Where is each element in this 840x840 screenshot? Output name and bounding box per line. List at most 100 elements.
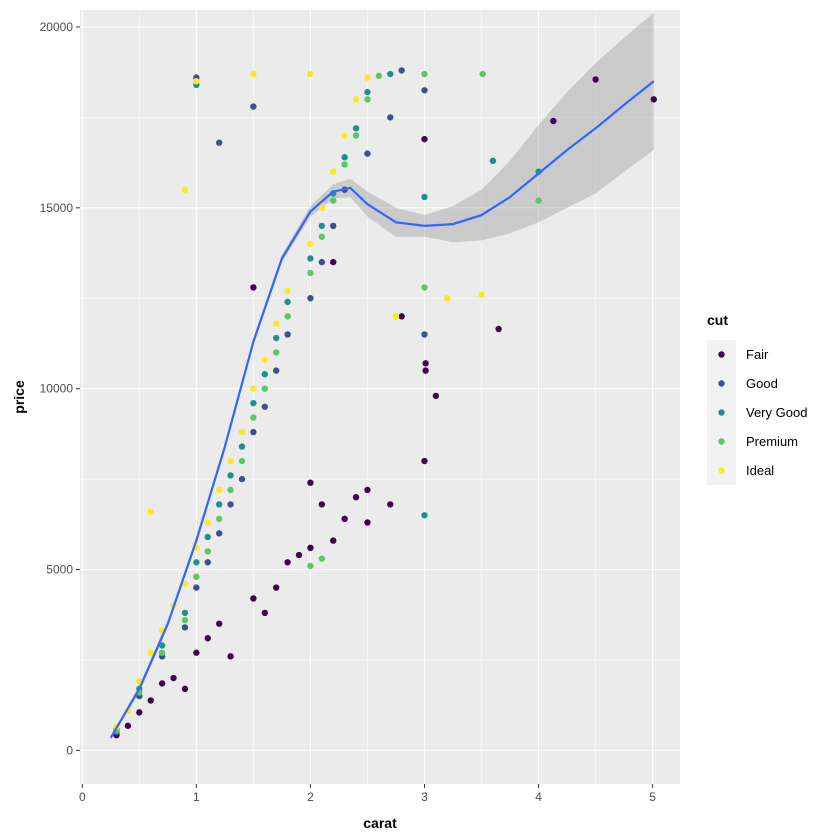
point-ideal [352,96,360,103]
x-axis-title: carat [363,815,397,831]
point-premium [318,555,326,562]
point-premium [158,649,166,656]
point-fair [307,479,314,486]
point-very-good [341,154,348,161]
point-ideal [227,457,234,465]
point-fair [592,76,599,83]
point-good [318,258,326,266]
point-very-good [421,512,428,519]
y-axis-title: price [11,380,27,414]
point-fair [341,515,348,523]
legend-label-very-good: Very Good [746,405,807,420]
point-good [272,367,280,374]
point-very-good [158,642,166,649]
point-good [421,331,428,338]
point-premium [284,313,291,320]
point-good [307,295,314,302]
y-tick-label: 15000 [40,201,74,215]
point-fair [124,722,132,729]
point-fair [307,544,314,552]
point-fair [432,392,440,400]
point-very-good [421,193,428,201]
point-premium [307,562,314,570]
point-good [204,559,211,566]
point-premium [272,349,280,356]
point-premium [238,457,246,465]
point-fair [261,609,268,617]
point-fair [250,284,257,291]
point-fair [422,360,429,367]
point-ideal [215,486,223,494]
x-tick-label: 5 [649,790,656,804]
point-very-good [284,298,291,306]
smooth-curve [109,80,655,739]
legend: cut Fair Good Very Good Premium Ideal [707,312,807,485]
point-premium [215,515,223,523]
point-fair [421,457,428,465]
point-premium [330,197,337,204]
point-fair [330,258,337,266]
point-fair [181,685,189,693]
point-ideal [392,313,400,320]
y-tick-label: 10000 [40,382,74,396]
gridlines [80,10,680,784]
point-fair [422,367,429,374]
point-very-good [318,222,326,230]
point-fair [147,697,154,704]
legend-label-good: Good [746,376,778,391]
point-premium [375,72,383,80]
point-ideal [204,519,211,526]
point-ideal [147,508,154,515]
point-premium [352,132,360,139]
point-ideal [307,70,314,78]
point-ideal [250,385,257,392]
point-good [261,403,268,410]
point-fair [364,486,371,494]
point-very-good [204,533,211,541]
point-very-good [489,157,497,165]
y-tick-label: 5000 [46,563,73,577]
point-fair [215,620,223,627]
point-fair [170,674,177,682]
point-very-good [238,443,246,450]
point-good [364,150,371,157]
point-premium [261,385,268,392]
point-good [330,222,337,230]
point-premium [227,486,234,494]
point-premium [250,414,257,421]
smooth-line [109,80,655,739]
point-good [387,114,394,121]
point-ideal [181,186,189,193]
point-ideal [318,204,326,212]
point-fair [136,709,143,716]
point-very-good [364,88,371,96]
point-ideal [341,132,348,139]
point-very-good [193,559,200,566]
point-very-good [181,609,189,617]
point-fair [158,680,166,687]
point-fair [387,501,394,508]
point-fair [398,313,405,320]
point-fair [364,519,371,526]
x-tick-label: 4 [535,790,542,804]
point-fair [284,559,291,566]
point-good [421,87,428,94]
point-very-good [261,371,268,378]
legend-label-fair: Fair [746,347,769,362]
point-ideal [238,428,246,436]
y-tick-label: 20000 [40,20,74,34]
point-good [398,67,405,74]
point-ideal [193,78,200,85]
point-ideal [307,240,314,248]
point-premium [364,96,371,103]
x-tick-label: 0 [79,790,86,804]
point-premium [307,269,314,277]
point-ideal [444,295,451,302]
x-tick-label: 3 [421,790,428,804]
point-ideal [364,74,371,81]
point-premium [193,573,200,580]
legend-label-premium: Premium [746,434,798,449]
point-fair [193,649,200,656]
x-tick-label: 2 [307,790,314,804]
x-axis: 0 1 2 3 4 5 [79,784,656,804]
